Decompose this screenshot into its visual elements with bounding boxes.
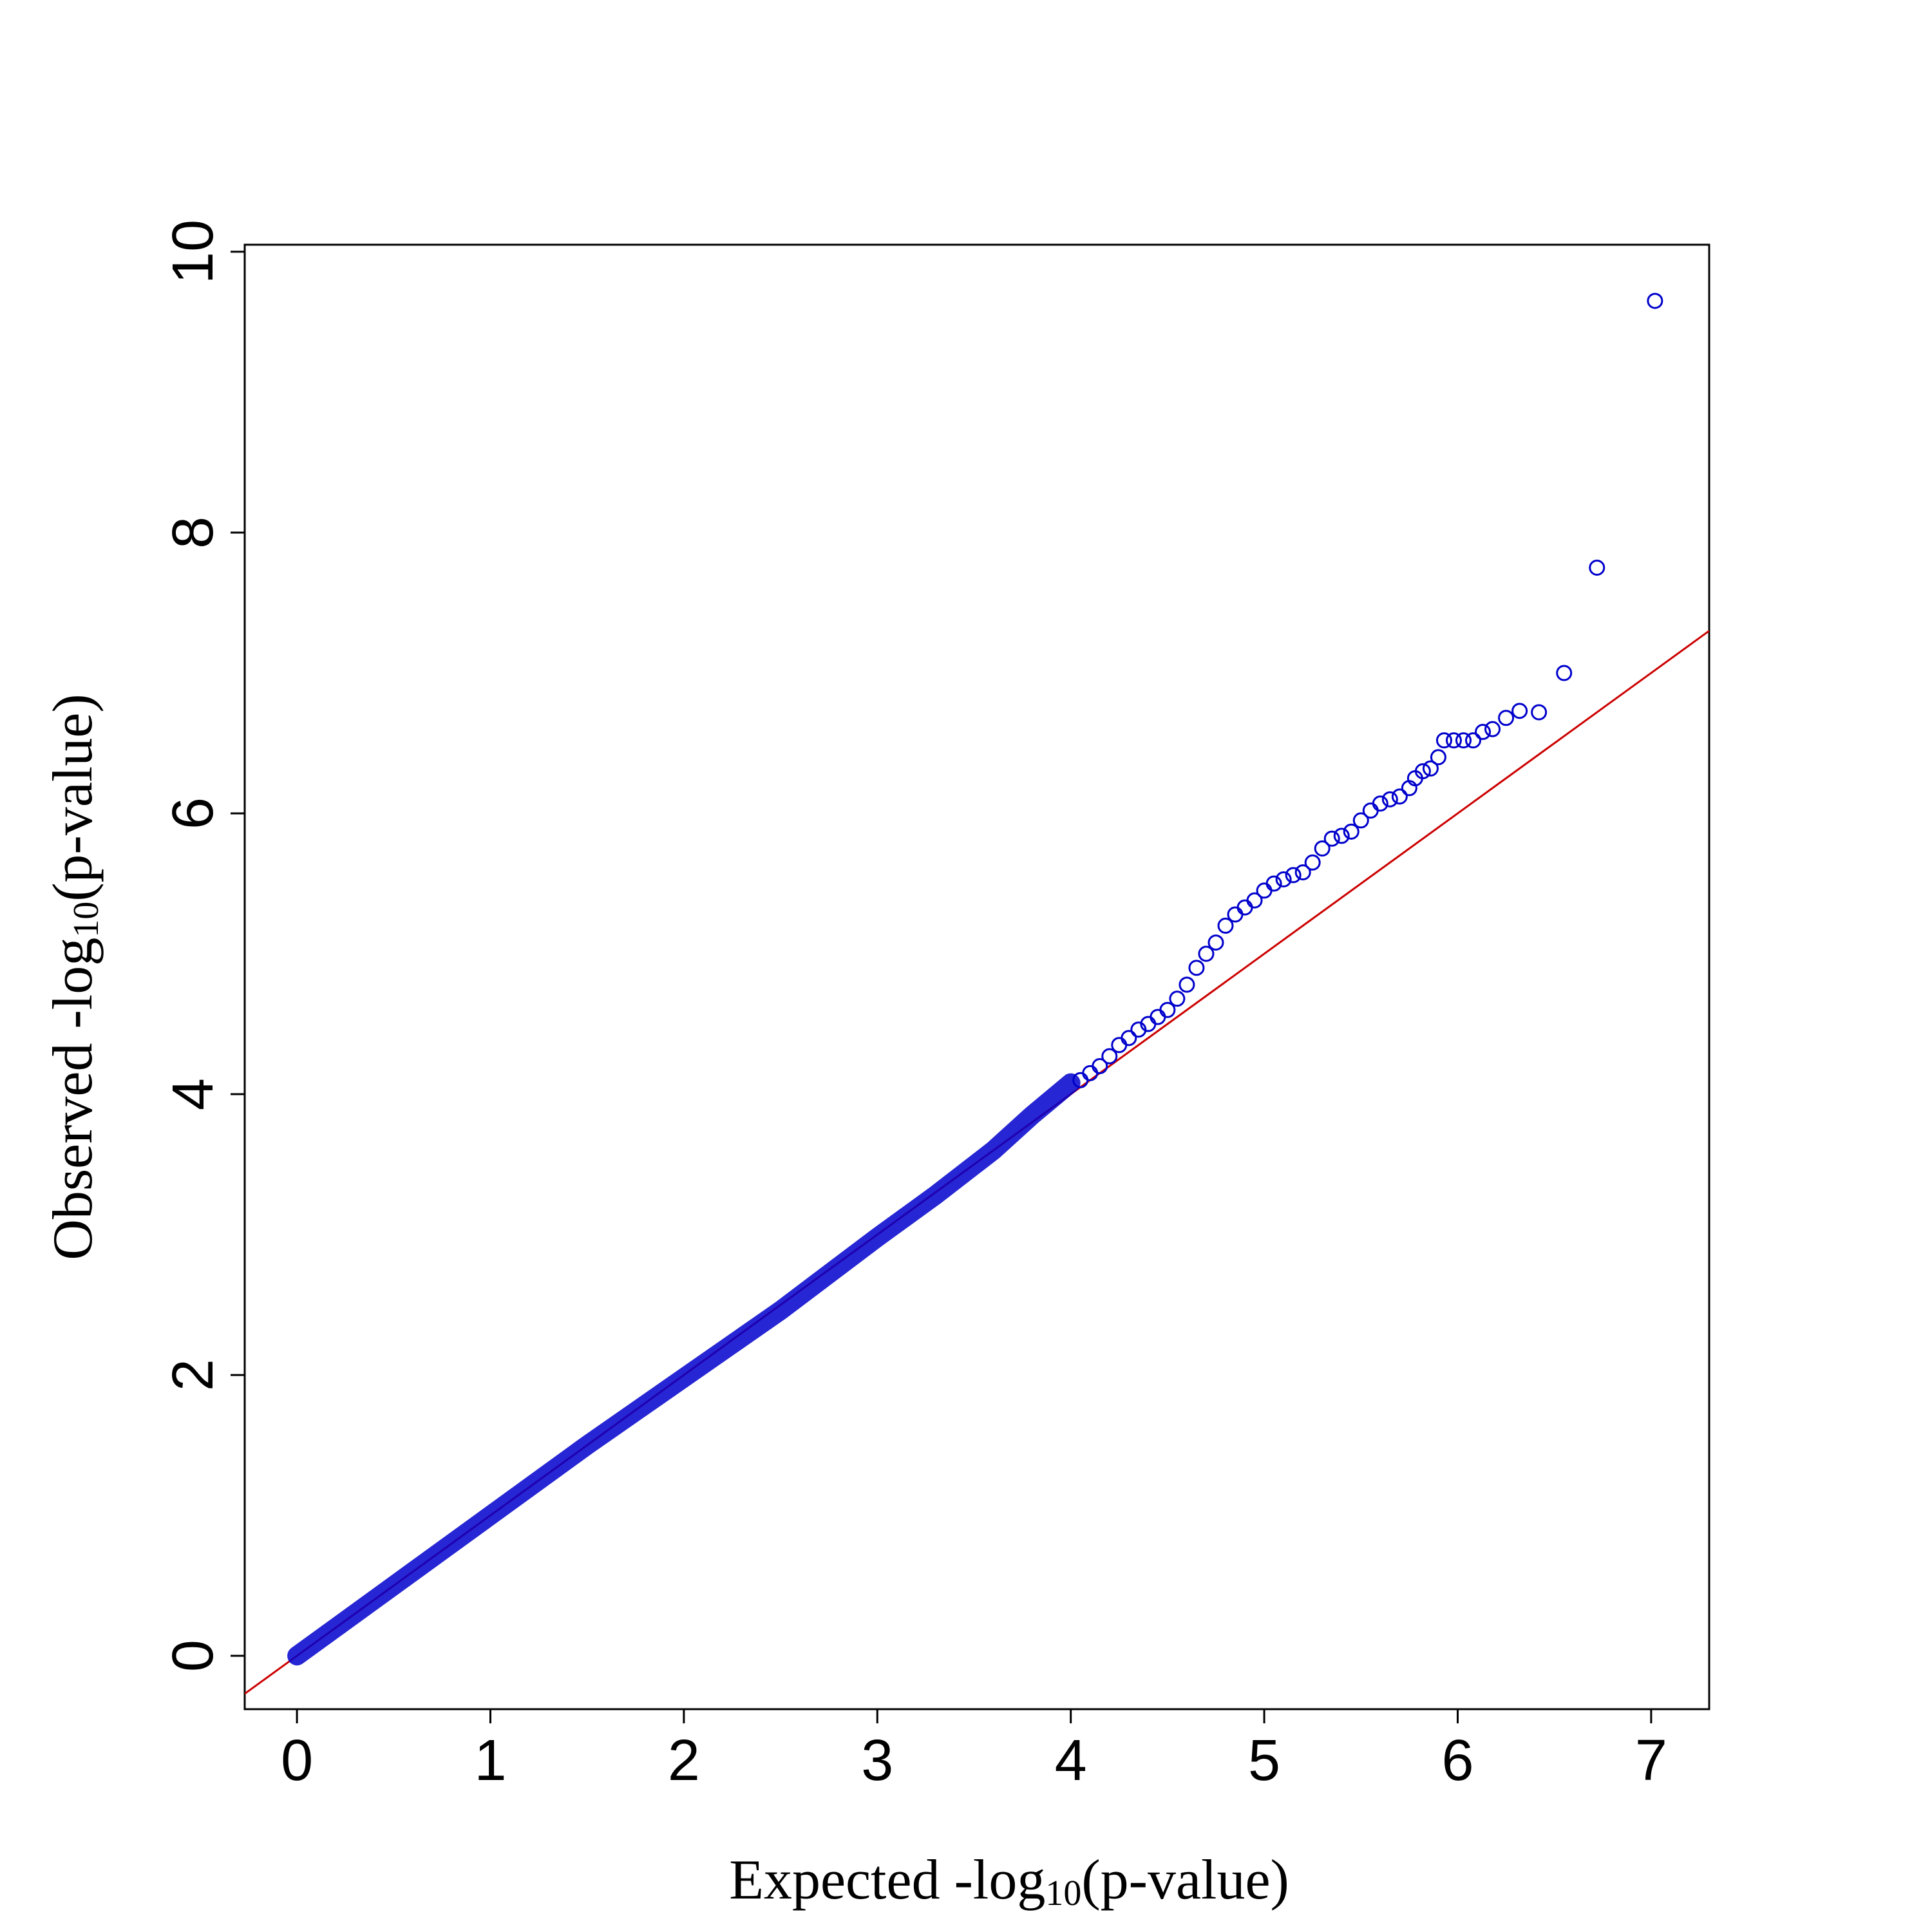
data-point	[1362, 802, 1379, 819]
data-point	[1150, 1009, 1166, 1025]
data-point	[1465, 732, 1482, 749]
data-point	[1198, 945, 1215, 962]
data-point	[1188, 960, 1205, 976]
outlier-points	[1072, 292, 1663, 1088]
data-point	[1647, 292, 1663, 309]
data-point	[1121, 1030, 1137, 1046]
data-point	[1092, 1057, 1108, 1074]
x-tick-label: 6	[1441, 1728, 1473, 1793]
y-tick-label: 10	[161, 220, 225, 284]
y-axis-title-suffix: (p-value)	[42, 694, 104, 901]
data-point	[1304, 854, 1321, 871]
data-point	[1343, 823, 1359, 840]
data-point	[1294, 864, 1311, 881]
data-point	[1169, 990, 1186, 1007]
data-point	[1314, 840, 1331, 857]
data-point	[1435, 732, 1452, 749]
y-axis: 0 2 4 6 8 10	[161, 220, 246, 1672]
x-axis-title-subscript: 10	[1045, 1873, 1081, 1913]
data-point	[1227, 906, 1244, 923]
x-axis-title-prefix: Expected -log	[729, 1849, 1045, 1911]
y-tick-label: 0	[161, 1640, 225, 1672]
data-point	[1422, 760, 1439, 777]
data-point	[1381, 791, 1398, 808]
y-axis-title-subscript: 10	[66, 902, 106, 938]
data-point	[1179, 976, 1195, 993]
x-tick-label: 3	[861, 1728, 893, 1793]
data-point	[1484, 721, 1501, 737]
data-point	[1475, 724, 1492, 741]
data-point	[1323, 830, 1340, 847]
y-tick-label: 4	[161, 1078, 225, 1110]
x-tick-label: 0	[281, 1728, 313, 1793]
x-tick-label: 4	[1055, 1728, 1087, 1793]
data-point	[1333, 828, 1350, 844]
data-point	[1445, 732, 1462, 749]
y-tick-label: 8	[161, 516, 225, 549]
x-axis: 0 1 2 3 4 5 6 7	[281, 1708, 1667, 1793]
y-axis-title-prefix: Observed -log	[42, 938, 104, 1260]
data-point	[1285, 867, 1302, 884]
data-point	[1246, 892, 1263, 909]
x-tick-label: 5	[1248, 1728, 1280, 1793]
data-point	[1455, 732, 1472, 749]
data-point	[1082, 1065, 1099, 1081]
data-point	[1531, 704, 1548, 721]
data-point	[1391, 788, 1408, 805]
dense-point-band	[287, 1073, 1081, 1666]
data-point	[1589, 559, 1605, 576]
data-point	[1430, 749, 1446, 766]
data-point	[1372, 795, 1388, 812]
plot-frame	[243, 243, 1710, 1710]
data-point	[1159, 1001, 1176, 1018]
y-tick-label: 6	[161, 797, 225, 829]
y-tick-label: 2	[161, 1359, 225, 1391]
x-tick-label: 7	[1635, 1728, 1667, 1793]
data-point	[1275, 871, 1292, 887]
data-point	[1208, 934, 1224, 951]
data-point	[1111, 1037, 1128, 1054]
data-point	[1101, 1048, 1118, 1065]
data-point	[1498, 710, 1515, 726]
data-point	[1236, 899, 1253, 916]
data-point	[1414, 763, 1431, 780]
data-point	[1352, 812, 1369, 829]
data-point	[1511, 703, 1528, 719]
x-axis-title: Expected -log10(p-value)	[729, 1849, 1289, 1913]
data-point	[1265, 875, 1282, 892]
data-point	[1256, 882, 1273, 899]
y-axis-title: Observed -log10(p-value)	[42, 694, 106, 1260]
x-axis-title-suffix: (p-value)	[1081, 1849, 1289, 1911]
data-point	[1217, 917, 1234, 934]
x-tick-label: 1	[474, 1728, 506, 1793]
data-point	[1556, 665, 1573, 681]
x-tick-label: 2	[668, 1728, 700, 1793]
data-points	[287, 292, 1663, 1666]
